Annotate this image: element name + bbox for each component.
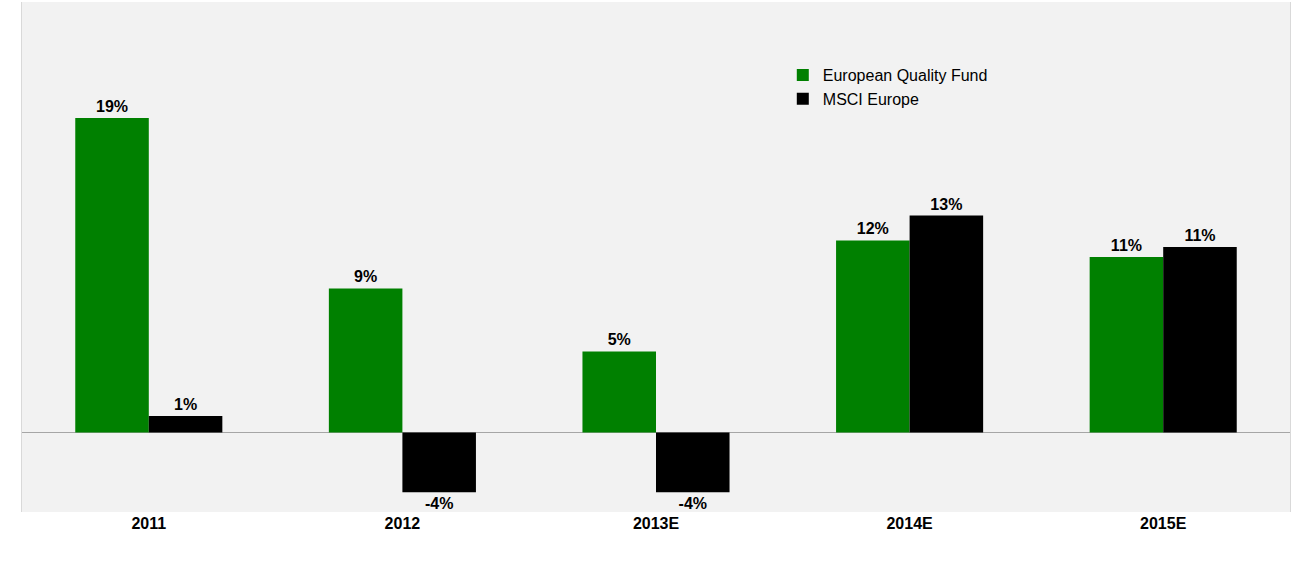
svg-text:13%: 13%: [930, 196, 962, 213]
svg-text:11%: 11%: [1111, 237, 1142, 254]
svg-text:2014E: 2014E: [886, 515, 933, 532]
svg-text:MSCI Europe: MSCI Europe: [823, 91, 919, 108]
svg-text:2012: 2012: [385, 515, 421, 532]
svg-text:2015E: 2015E: [1140, 515, 1187, 532]
svg-text:European Quality Fund: European Quality Fund: [823, 67, 988, 84]
svg-text:9%: 9%: [354, 268, 377, 285]
svg-text:19%: 19%: [96, 98, 128, 115]
svg-text:-4%: -4%: [425, 495, 453, 512]
svg-text:2011: 2011: [131, 515, 166, 532]
svg-text:2013E: 2013E: [633, 515, 680, 532]
svg-text:-4%: -4%: [679, 495, 707, 512]
svg-text:5%: 5%: [608, 331, 631, 348]
svg-text:12%: 12%: [857, 220, 889, 237]
svg-text:1%: 1%: [174, 396, 197, 413]
svg-text:11%: 11%: [1184, 227, 1215, 244]
